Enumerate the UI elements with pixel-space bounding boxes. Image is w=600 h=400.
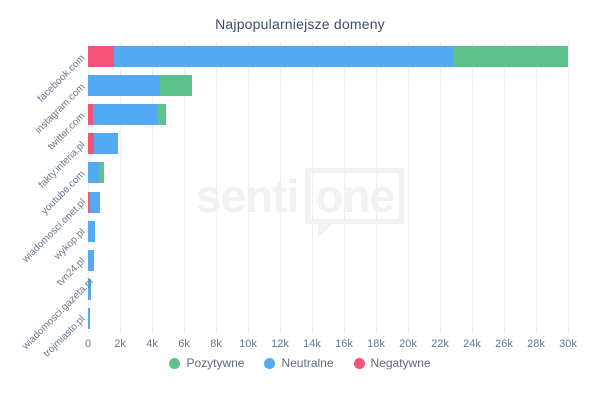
bar-segment-neutralne[interactable] — [94, 133, 119, 155]
bar-segment-neutralne[interactable] — [92, 104, 159, 126]
bar-row — [88, 249, 94, 271]
bar-segment-negatywne[interactable] — [88, 133, 95, 155]
x-axis-tick-label: 14k — [303, 338, 321, 350]
x-axis-tick-label: 18k — [367, 338, 385, 350]
legend-item-pozytywne[interactable]: Pozytywne — [169, 356, 244, 370]
bar-row — [88, 75, 192, 97]
legend-dot-pozytywne — [169, 357, 181, 369]
bar-segment-neutralne[interactable] — [88, 249, 94, 271]
bar-row — [88, 133, 119, 155]
gridline — [376, 42, 377, 333]
x-axis-tick-label: 6k — [178, 338, 190, 350]
bar-row — [88, 307, 91, 329]
bar-row — [88, 104, 166, 126]
x-axis-tick-label: 24k — [463, 338, 481, 350]
bar-segment-pozytywne[interactable] — [158, 104, 166, 126]
gridline — [184, 42, 185, 333]
x-axis-tick-label: 2k — [114, 338, 126, 350]
legend-label: Pozytywne — [186, 356, 245, 370]
gridline — [408, 42, 409, 333]
bar-row — [88, 191, 100, 213]
gridline — [152, 42, 153, 333]
x-axis-tick-label: 4k — [146, 338, 158, 350]
gridline — [216, 42, 217, 333]
bar-segment-negatywne[interactable] — [88, 46, 114, 68]
gridline — [344, 42, 345, 333]
gridline — [248, 42, 249, 333]
gridline — [568, 42, 569, 333]
legend-item-negatywne[interactable]: Negatywne — [353, 356, 431, 370]
bar-segment-neutralne[interactable] — [88, 307, 91, 329]
gridline — [120, 42, 121, 333]
gridline — [280, 42, 281, 333]
x-axis-tick-label: 28k — [527, 338, 545, 350]
bar-row — [88, 278, 92, 300]
gridline — [440, 42, 441, 333]
plot-area — [88, 42, 575, 333]
bar-segment-neutralne[interactable] — [88, 220, 96, 242]
bar-segment-neutralne[interactable] — [113, 46, 455, 68]
x-axis-tick-label: 16k — [335, 338, 353, 350]
gridline — [312, 42, 313, 333]
bar-segment-neutralne[interactable] — [88, 75, 160, 97]
bar-row — [88, 220, 96, 242]
x-axis-tick-label: 8k — [210, 338, 222, 350]
bar-row — [88, 162, 104, 184]
bar-segment-neutralne[interactable] — [89, 191, 100, 213]
legend-label: Negatywne — [370, 356, 431, 370]
legend-item-neutralne[interactable]: Neutralne — [264, 356, 334, 370]
bar-segment-pozytywne[interactable] — [99, 162, 104, 184]
legend-label: Neutralne — [281, 356, 334, 370]
chart-title: Najpopularniejsze domeny — [215, 16, 385, 32]
bar-segment-pozytywne[interactable] — [454, 46, 568, 68]
legend-dot-neutralne — [264, 357, 276, 369]
bar-segment-neutralne[interactable] — [88, 162, 100, 184]
bar-segment-pozytywne[interactable] — [160, 75, 192, 97]
gridline — [88, 42, 89, 333]
bar-segment-neutralne[interactable] — [88, 278, 92, 300]
x-axis-tick-label: 22k — [431, 338, 449, 350]
bar-row — [88, 46, 568, 68]
gridline — [504, 42, 505, 333]
x-axis-tick-label: 10k — [239, 338, 257, 350]
gridline — [536, 42, 537, 333]
x-axis-tick-label: 26k — [495, 338, 513, 350]
bar-segment-negatywne[interactable] — [88, 104, 93, 126]
x-axis-tick-label: 12k — [271, 338, 289, 350]
bar-segment-negatywne[interactable] — [88, 191, 90, 213]
gridline — [472, 42, 473, 333]
x-axis-tick-label: 20k — [399, 338, 417, 350]
x-axis-tick-label: 30k — [559, 338, 577, 350]
legend-dot-negatywne — [353, 357, 365, 369]
x-axis-tick-label: 0 — [84, 338, 92, 350]
legend: Pozytywne Neutralne Negatywne — [0, 356, 600, 370]
